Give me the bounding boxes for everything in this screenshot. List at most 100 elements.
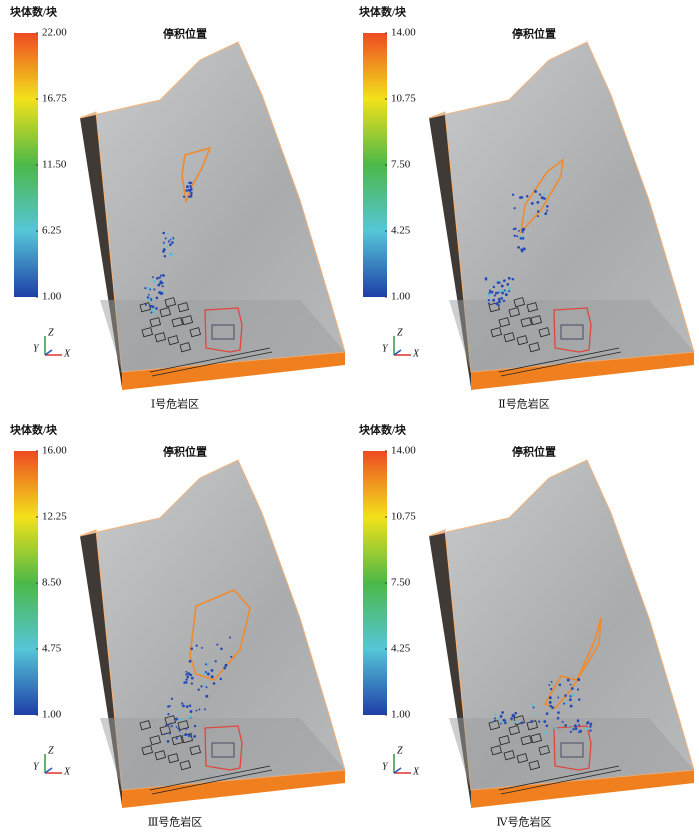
block-dot: [182, 195, 186, 198]
block-dot: [200, 685, 203, 688]
block-dot: [494, 713, 497, 716]
block-dot: [532, 706, 535, 709]
block-dot: [182, 704, 185, 708]
terrain-surface: [428, 459, 695, 791]
colorbar-label: 块体数/块: [10, 5, 58, 19]
colorbar-tick-label: 11.50: [42, 159, 67, 171]
block-dot: [224, 663, 228, 667]
block-dot: [563, 702, 566, 705]
block-dot: [500, 296, 503, 300]
block-dot: [497, 297, 501, 301]
block-dot: [569, 695, 572, 698]
block-dot: [494, 291, 498, 295]
axis-label: Y: [33, 343, 40, 354]
block-dot: [162, 274, 165, 277]
block-dot: [163, 255, 167, 258]
block-dot: [564, 694, 567, 697]
block-dot: [198, 708, 201, 711]
block-dot: [502, 718, 506, 722]
block-dot: [161, 281, 164, 285]
building: [516, 753, 528, 764]
building: [508, 725, 520, 736]
block-dot: [167, 240, 170, 243]
block-dot: [230, 655, 233, 658]
block-dot: [500, 284, 504, 288]
building: [139, 302, 151, 313]
block-dot: [501, 711, 504, 714]
block-dot: [162, 241, 165, 244]
axis-label: Y: [382, 761, 389, 772]
axis-label: X: [63, 766, 71, 777]
block-dot: [183, 735, 185, 738]
block-dot: [156, 277, 159, 280]
block-dot: [206, 672, 210, 676]
block-dot: [180, 718, 184, 721]
block-dot: [152, 279, 156, 283]
block-dot: [564, 724, 567, 727]
building: [520, 317, 532, 328]
block-dot: [567, 725, 570, 728]
colorbar-tick-label: 7.50: [391, 577, 411, 589]
block-dot: [147, 293, 150, 296]
block-dot: [570, 687, 574, 690]
block-dot: [500, 720, 503, 724]
colorbar-tick-label: 22.00: [42, 27, 67, 39]
block-dot: [169, 243, 172, 247]
block-dot: [167, 712, 170, 716]
block-dot: [496, 717, 499, 720]
block-dot: [514, 711, 518, 715]
block-dot: [188, 715, 192, 719]
block-dot: [574, 724, 577, 728]
block-dot: [177, 727, 180, 730]
block-dot: [164, 237, 167, 240]
road: [500, 769, 622, 795]
block-dot: [569, 683, 572, 686]
building: [141, 745, 153, 756]
block-dot: [546, 205, 549, 208]
block-dot: [185, 678, 188, 681]
block-dot: [144, 287, 147, 290]
building: [508, 307, 520, 318]
panel-title: 停积位置: [163, 445, 207, 459]
block-dot: [185, 727, 188, 730]
block-dot: [557, 696, 560, 699]
building: [498, 735, 510, 746]
building: [530, 733, 542, 744]
block-dot: [187, 672, 191, 676]
road: [149, 347, 271, 373]
colorbar-tick-label: 1.00: [391, 291, 411, 303]
colorbar-tick-label: 8.50: [42, 577, 62, 589]
lower-slope: [100, 300, 345, 372]
colorbar-tick-label: 12.25: [42, 511, 67, 523]
building: [171, 735, 183, 746]
block-dot: [214, 660, 217, 663]
block-dot: [517, 246, 520, 249]
block-dot: [504, 293, 508, 297]
block-dot: [497, 291, 500, 294]
block-dot: [538, 193, 542, 196]
road: [498, 347, 620, 373]
block-dot: [195, 644, 198, 647]
block-dot: [186, 675, 190, 679]
block-dot: [175, 737, 178, 740]
block-dot: [185, 670, 188, 673]
block-dot: [185, 705, 189, 708]
block-dot: [183, 681, 186, 684]
block-dot: [147, 298, 151, 302]
block-dot: [170, 237, 173, 240]
block-dot: [219, 677, 222, 681]
block-dot: [175, 717, 178, 721]
block-dot: [205, 686, 208, 689]
building: [159, 725, 171, 736]
block-dot: [548, 700, 552, 704]
building: [211, 324, 235, 340]
block-dot: [167, 232, 169, 235]
block-dot: [511, 277, 515, 281]
building: [530, 315, 542, 326]
block-dot: [521, 231, 524, 234]
block-dot: [169, 722, 172, 725]
block-dot: [544, 731, 548, 735]
deposit-outline: [543, 617, 602, 709]
